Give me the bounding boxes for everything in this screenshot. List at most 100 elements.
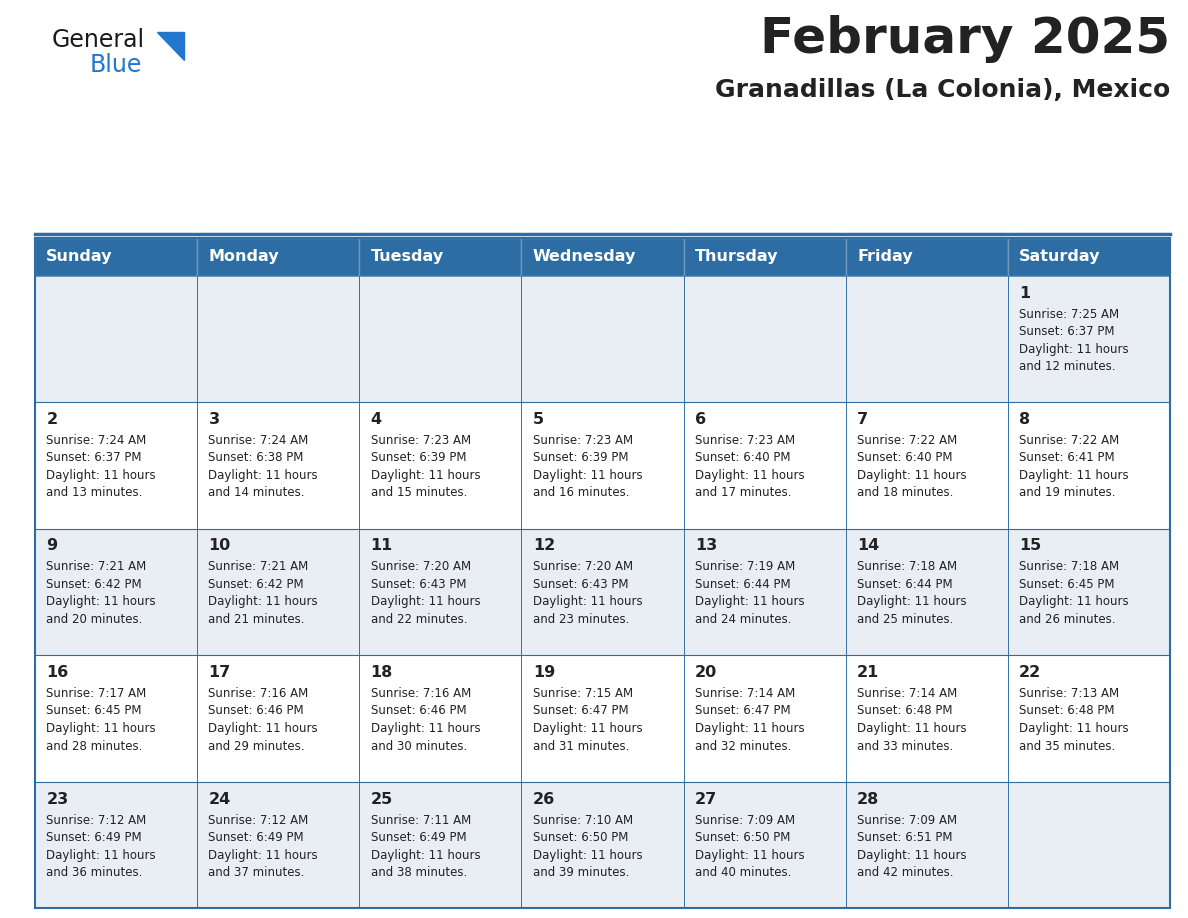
FancyBboxPatch shape (1007, 655, 1170, 781)
FancyBboxPatch shape (34, 238, 197, 275)
Text: Sunrise: 7:16 AM
Sunset: 6:46 PM
Daylight: 11 hours
and 29 minutes.: Sunrise: 7:16 AM Sunset: 6:46 PM Dayligh… (208, 687, 318, 753)
Text: Sunrise: 7:14 AM
Sunset: 6:47 PM
Daylight: 11 hours
and 32 minutes.: Sunrise: 7:14 AM Sunset: 6:47 PM Dayligh… (695, 687, 804, 753)
Text: 15: 15 (1019, 539, 1042, 554)
Text: 25: 25 (371, 791, 393, 807)
Text: Sunrise: 7:16 AM
Sunset: 6:46 PM
Daylight: 11 hours
and 30 minutes.: Sunrise: 7:16 AM Sunset: 6:46 PM Dayligh… (371, 687, 480, 753)
Text: 18: 18 (371, 665, 393, 680)
Text: 14: 14 (857, 539, 879, 554)
Text: Sunrise: 7:23 AM
Sunset: 6:39 PM
Daylight: 11 hours
and 16 minutes.: Sunrise: 7:23 AM Sunset: 6:39 PM Dayligh… (532, 434, 643, 499)
FancyBboxPatch shape (846, 781, 1007, 908)
Text: Sunrise: 7:17 AM
Sunset: 6:45 PM
Daylight: 11 hours
and 28 minutes.: Sunrise: 7:17 AM Sunset: 6:45 PM Dayligh… (46, 687, 156, 753)
Text: 4: 4 (371, 412, 381, 427)
FancyBboxPatch shape (1007, 402, 1170, 529)
FancyBboxPatch shape (197, 781, 359, 908)
FancyBboxPatch shape (683, 402, 846, 529)
FancyBboxPatch shape (34, 529, 197, 655)
Text: 2: 2 (46, 412, 57, 427)
FancyBboxPatch shape (34, 402, 197, 529)
Text: Sunday: Sunday (46, 249, 113, 264)
Text: 13: 13 (695, 539, 718, 554)
FancyBboxPatch shape (197, 655, 359, 781)
FancyBboxPatch shape (1007, 238, 1170, 275)
Text: Sunrise: 7:18 AM
Sunset: 6:45 PM
Daylight: 11 hours
and 26 minutes.: Sunrise: 7:18 AM Sunset: 6:45 PM Dayligh… (1019, 561, 1129, 626)
Text: Sunrise: 7:20 AM
Sunset: 6:43 PM
Daylight: 11 hours
and 22 minutes.: Sunrise: 7:20 AM Sunset: 6:43 PM Dayligh… (371, 561, 480, 626)
FancyBboxPatch shape (34, 275, 197, 402)
Text: Sunrise: 7:09 AM
Sunset: 6:50 PM
Daylight: 11 hours
and 40 minutes.: Sunrise: 7:09 AM Sunset: 6:50 PM Dayligh… (695, 813, 804, 879)
Text: Sunrise: 7:24 AM
Sunset: 6:38 PM
Daylight: 11 hours
and 14 minutes.: Sunrise: 7:24 AM Sunset: 6:38 PM Dayligh… (208, 434, 318, 499)
Text: 1: 1 (1019, 285, 1030, 300)
Text: 21: 21 (857, 665, 879, 680)
Text: Sunrise: 7:22 AM
Sunset: 6:40 PM
Daylight: 11 hours
and 18 minutes.: Sunrise: 7:22 AM Sunset: 6:40 PM Dayligh… (857, 434, 967, 499)
FancyBboxPatch shape (683, 655, 846, 781)
FancyBboxPatch shape (522, 655, 683, 781)
Text: Sunrise: 7:12 AM
Sunset: 6:49 PM
Daylight: 11 hours
and 37 minutes.: Sunrise: 7:12 AM Sunset: 6:49 PM Dayligh… (208, 813, 318, 879)
FancyBboxPatch shape (359, 238, 522, 275)
Text: Sunrise: 7:23 AM
Sunset: 6:40 PM
Daylight: 11 hours
and 17 minutes.: Sunrise: 7:23 AM Sunset: 6:40 PM Dayligh… (695, 434, 804, 499)
Text: 27: 27 (695, 791, 718, 807)
Text: Sunrise: 7:14 AM
Sunset: 6:48 PM
Daylight: 11 hours
and 33 minutes.: Sunrise: 7:14 AM Sunset: 6:48 PM Dayligh… (857, 687, 967, 753)
Text: 9: 9 (46, 539, 57, 554)
Text: 23: 23 (46, 791, 69, 807)
Text: 10: 10 (208, 539, 230, 554)
FancyBboxPatch shape (1007, 529, 1170, 655)
Text: 3: 3 (208, 412, 220, 427)
Text: Sunrise: 7:15 AM
Sunset: 6:47 PM
Daylight: 11 hours
and 31 minutes.: Sunrise: 7:15 AM Sunset: 6:47 PM Dayligh… (532, 687, 643, 753)
Text: Wednesday: Wednesday (532, 249, 636, 264)
Polygon shape (157, 32, 184, 60)
FancyBboxPatch shape (522, 275, 683, 402)
FancyBboxPatch shape (522, 238, 683, 275)
Text: 26: 26 (532, 791, 555, 807)
FancyBboxPatch shape (846, 529, 1007, 655)
Text: 12: 12 (532, 539, 555, 554)
Text: 20: 20 (695, 665, 718, 680)
Text: 28: 28 (857, 791, 879, 807)
FancyBboxPatch shape (683, 781, 846, 908)
Text: Monday: Monday (208, 249, 279, 264)
Text: Blue: Blue (90, 53, 143, 77)
FancyBboxPatch shape (846, 238, 1007, 275)
Text: Sunrise: 7:18 AM
Sunset: 6:44 PM
Daylight: 11 hours
and 25 minutes.: Sunrise: 7:18 AM Sunset: 6:44 PM Dayligh… (857, 561, 967, 626)
FancyBboxPatch shape (522, 529, 683, 655)
Text: Saturday: Saturday (1019, 249, 1101, 264)
Text: Sunrise: 7:25 AM
Sunset: 6:37 PM
Daylight: 11 hours
and 12 minutes.: Sunrise: 7:25 AM Sunset: 6:37 PM Dayligh… (1019, 308, 1129, 373)
Text: Sunrise: 7:11 AM
Sunset: 6:49 PM
Daylight: 11 hours
and 38 minutes.: Sunrise: 7:11 AM Sunset: 6:49 PM Dayligh… (371, 813, 480, 879)
Text: Sunrise: 7:23 AM
Sunset: 6:39 PM
Daylight: 11 hours
and 15 minutes.: Sunrise: 7:23 AM Sunset: 6:39 PM Dayligh… (371, 434, 480, 499)
FancyBboxPatch shape (34, 655, 197, 781)
Text: Tuesday: Tuesday (371, 249, 444, 264)
Text: February 2025: February 2025 (760, 15, 1170, 63)
FancyBboxPatch shape (1007, 781, 1170, 908)
Text: 17: 17 (208, 665, 230, 680)
Text: Sunrise: 7:21 AM
Sunset: 6:42 PM
Daylight: 11 hours
and 20 minutes.: Sunrise: 7:21 AM Sunset: 6:42 PM Dayligh… (46, 561, 156, 626)
Text: Sunrise: 7:21 AM
Sunset: 6:42 PM
Daylight: 11 hours
and 21 minutes.: Sunrise: 7:21 AM Sunset: 6:42 PM Dayligh… (208, 561, 318, 626)
Text: Sunrise: 7:24 AM
Sunset: 6:37 PM
Daylight: 11 hours
and 13 minutes.: Sunrise: 7:24 AM Sunset: 6:37 PM Dayligh… (46, 434, 156, 499)
Text: Sunrise: 7:19 AM
Sunset: 6:44 PM
Daylight: 11 hours
and 24 minutes.: Sunrise: 7:19 AM Sunset: 6:44 PM Dayligh… (695, 561, 804, 626)
FancyBboxPatch shape (197, 275, 359, 402)
FancyBboxPatch shape (522, 402, 683, 529)
FancyBboxPatch shape (846, 655, 1007, 781)
FancyBboxPatch shape (359, 275, 522, 402)
Text: 5: 5 (532, 412, 544, 427)
Text: Sunrise: 7:22 AM
Sunset: 6:41 PM
Daylight: 11 hours
and 19 minutes.: Sunrise: 7:22 AM Sunset: 6:41 PM Dayligh… (1019, 434, 1129, 499)
FancyBboxPatch shape (522, 781, 683, 908)
Text: Sunrise: 7:10 AM
Sunset: 6:50 PM
Daylight: 11 hours
and 39 minutes.: Sunrise: 7:10 AM Sunset: 6:50 PM Dayligh… (532, 813, 643, 879)
Text: Sunrise: 7:13 AM
Sunset: 6:48 PM
Daylight: 11 hours
and 35 minutes.: Sunrise: 7:13 AM Sunset: 6:48 PM Dayligh… (1019, 687, 1129, 753)
Text: 6: 6 (695, 412, 706, 427)
Text: Sunrise: 7:12 AM
Sunset: 6:49 PM
Daylight: 11 hours
and 36 minutes.: Sunrise: 7:12 AM Sunset: 6:49 PM Dayligh… (46, 813, 156, 879)
FancyBboxPatch shape (846, 402, 1007, 529)
Text: 11: 11 (371, 539, 393, 554)
FancyBboxPatch shape (1007, 275, 1170, 402)
FancyBboxPatch shape (197, 529, 359, 655)
FancyBboxPatch shape (359, 402, 522, 529)
FancyBboxPatch shape (359, 655, 522, 781)
FancyBboxPatch shape (846, 275, 1007, 402)
Text: Thursday: Thursday (695, 249, 778, 264)
FancyBboxPatch shape (197, 402, 359, 529)
Text: 7: 7 (857, 412, 868, 427)
Text: 24: 24 (208, 791, 230, 807)
Text: 22: 22 (1019, 665, 1042, 680)
Text: 19: 19 (532, 665, 555, 680)
Text: Sunrise: 7:09 AM
Sunset: 6:51 PM
Daylight: 11 hours
and 42 minutes.: Sunrise: 7:09 AM Sunset: 6:51 PM Dayligh… (857, 813, 967, 879)
Text: General: General (52, 28, 145, 52)
Text: Granadillas (La Colonia), Mexico: Granadillas (La Colonia), Mexico (715, 78, 1170, 102)
Text: Friday: Friday (857, 249, 912, 264)
